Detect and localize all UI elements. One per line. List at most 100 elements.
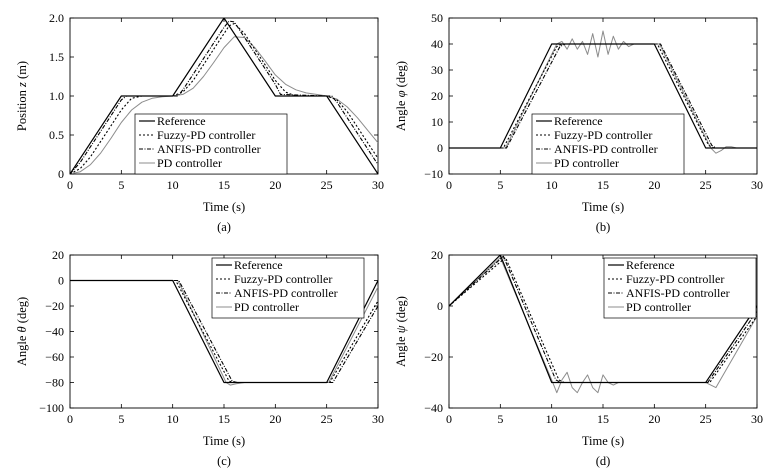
x-axis-label: Time (s) bbox=[203, 434, 245, 448]
panel-label: (c) bbox=[217, 454, 231, 468]
y-tick-label: 0 bbox=[437, 299, 443, 313]
y-axis-label: Position z (m) bbox=[15, 61, 29, 131]
series-line-fuzzy-pd-controller bbox=[70, 22, 378, 174]
legend-box bbox=[134, 113, 288, 175]
series-line-reference bbox=[449, 255, 757, 384]
y-axis-label-unit: (deg) bbox=[15, 297, 29, 327]
x-tick-label: 10 bbox=[167, 412, 179, 426]
x-tick-label: 10 bbox=[546, 412, 558, 426]
panel-label: (b) bbox=[596, 220, 611, 234]
x-tick-label: 10 bbox=[167, 178, 179, 192]
series-line-reference bbox=[70, 279, 378, 384]
legend-box bbox=[211, 257, 365, 319]
legend-label: ANFIS-PD controller bbox=[626, 286, 730, 300]
y-tick-label: −20 bbox=[424, 350, 443, 364]
legend-label: Fuzzy-PD controller bbox=[626, 272, 724, 286]
y-tick-label: 0 bbox=[58, 167, 64, 181]
x-tick-label: 5 bbox=[497, 178, 503, 192]
y-tick-label: 20 bbox=[431, 248, 443, 262]
legend-label: Reference bbox=[554, 114, 603, 128]
y-tick-label: 30 bbox=[431, 63, 443, 77]
legend-label: PD controller bbox=[157, 156, 222, 170]
x-tick-label: 5 bbox=[118, 178, 124, 192]
y-tick-label: −40 bbox=[45, 325, 64, 339]
y-axis-label: Angle φ (deg) bbox=[394, 61, 408, 131]
x-tick-label: 5 bbox=[497, 412, 503, 426]
x-tick-label: 20 bbox=[269, 412, 281, 426]
legend-label: Fuzzy-PD controller bbox=[234, 272, 332, 286]
y-axis-label-symbol: ψ bbox=[394, 325, 408, 333]
x-tick-label: 30 bbox=[372, 178, 384, 192]
legend-label: PD controller bbox=[234, 300, 299, 314]
series-line-reference bbox=[449, 43, 757, 149]
y-axis-label: Angle ψ (deg) bbox=[394, 296, 408, 367]
legend-box bbox=[603, 257, 757, 319]
y-tick-label: −100 bbox=[39, 401, 64, 415]
legend-label: Reference bbox=[626, 258, 675, 272]
legend-box bbox=[531, 113, 685, 175]
series-line-reference bbox=[70, 18, 378, 174]
y-tick-label: −60 bbox=[45, 350, 64, 364]
y-axis-label-unit: (deg) bbox=[394, 296, 408, 326]
series-line-pd-controller bbox=[449, 30, 757, 154]
y-axis-label-unit: (deg) bbox=[394, 61, 408, 91]
series-line-fuzzy-pd-controller bbox=[449, 257, 757, 384]
x-tick-label: 10 bbox=[546, 178, 558, 192]
x-tick-label: 20 bbox=[269, 178, 281, 192]
x-tick-label: 15 bbox=[218, 178, 230, 192]
x-tick-label: 30 bbox=[372, 412, 384, 426]
x-axis-label: Time (s) bbox=[203, 200, 245, 214]
y-axis-label-unit: (m) bbox=[15, 61, 29, 82]
y-tick-label: 0 bbox=[58, 274, 64, 288]
y-axis-label: Angle θ (deg) bbox=[15, 297, 29, 366]
x-tick-label: 30 bbox=[751, 178, 763, 192]
x-axis-label: Time (s) bbox=[582, 434, 624, 448]
y-axis-label-text: Angle bbox=[394, 97, 408, 131]
legend-label: ANFIS-PD controller bbox=[234, 286, 338, 300]
y-axis-label-text: Position bbox=[15, 87, 29, 131]
panel-label: (d) bbox=[596, 454, 611, 468]
y-tick-label: −40 bbox=[424, 401, 443, 415]
x-tick-label: 25 bbox=[700, 178, 712, 192]
y-tick-label: 20 bbox=[52, 248, 64, 262]
x-tick-label: 20 bbox=[648, 178, 660, 192]
legend-label: Fuzzy-PD controller bbox=[157, 128, 255, 142]
x-tick-label: 25 bbox=[321, 412, 333, 426]
y-axis-label-symbol: φ bbox=[394, 90, 408, 97]
y-tick-label: 1.0 bbox=[49, 89, 64, 103]
x-tick-label: 0 bbox=[446, 178, 452, 192]
x-tick-label: 25 bbox=[700, 412, 712, 426]
legend-label: ANFIS-PD controller bbox=[157, 142, 261, 156]
chart-panel-a: 0 5 10 15 20 25 30 0 0.5 1.0 1.5 2.0 Time (s) Positio… bbox=[15, 11, 384, 234]
legend-label: ANFIS-PD controller bbox=[554, 142, 658, 156]
y-tick-label: 40 bbox=[431, 37, 443, 51]
y-axis-label-symbol: θ bbox=[15, 326, 29, 332]
y-tick-label: 10 bbox=[431, 115, 443, 129]
x-tick-label: 20 bbox=[648, 412, 660, 426]
chart-panel-d: 0 5 10 15 20 25 30 −40 −20 0 20 Time (s) Angle ψ (de… bbox=[394, 248, 763, 468]
legend-label: Reference bbox=[234, 258, 283, 272]
legend-label: Fuzzy-PD controller bbox=[554, 128, 652, 142]
y-tick-label: −20 bbox=[45, 299, 64, 313]
y-tick-label: −10 bbox=[424, 167, 443, 181]
x-tick-label: 5 bbox=[118, 412, 124, 426]
x-tick-label: 0 bbox=[67, 178, 73, 192]
chart-panel-c: 0 5 10 15 20 25 30 −100 −80 −60 −40 −20 0 20 Time (s) A… bbox=[15, 248, 384, 468]
y-axis-label-symbol: z bbox=[15, 82, 29, 88]
x-axis-label: Time (s) bbox=[582, 200, 624, 214]
x-tick-label: 30 bbox=[751, 412, 763, 426]
y-tick-label: −80 bbox=[45, 376, 64, 390]
legend-label: PD controller bbox=[554, 156, 619, 170]
x-tick-label: 15 bbox=[597, 178, 609, 192]
y-tick-label: 0.5 bbox=[49, 128, 64, 142]
x-tick-label: 25 bbox=[321, 178, 333, 192]
legend-label: PD controller bbox=[626, 300, 691, 314]
y-axis-label-text: Angle bbox=[15, 332, 29, 366]
y-axis-label-text: Angle bbox=[394, 333, 408, 367]
panel-label: (a) bbox=[217, 220, 231, 234]
x-tick-label: 0 bbox=[446, 412, 452, 426]
